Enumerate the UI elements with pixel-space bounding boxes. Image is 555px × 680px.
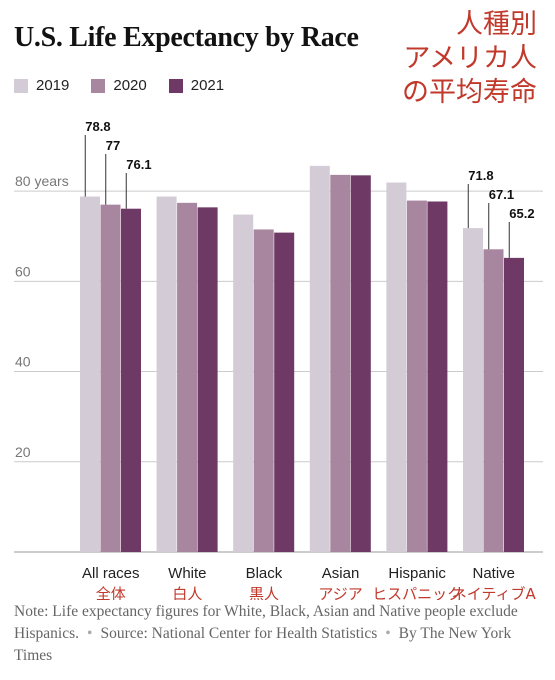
bar-2020 [406,200,427,552]
legend-item-2021: 2021 [168,77,225,94]
legend-swatch-2019 [14,78,28,93]
category-label: Asian [322,565,360,582]
chart-legend: 2019 2020 2021 [14,77,224,94]
legend-label-2020: 2020 [113,77,147,94]
bar-2020 [100,204,121,552]
bar-2021 [274,232,295,552]
bar-2020 [253,229,274,552]
bar-2021 [197,207,218,552]
data-label: 67.1 [489,187,514,202]
bar-2020 [483,249,504,552]
y-tick-label: 20 [15,444,31,460]
bar-2019 [309,165,330,553]
bar-2020 [330,174,351,553]
data-label: 78.8 [85,119,110,134]
japanese-title-line: 人種別 [456,9,537,40]
category-label-japanese: 黒人 [249,585,279,600]
bar-2019 [233,214,254,552]
separator-dot: • [87,625,93,642]
bar-2019 [386,182,407,553]
bar-2021 [504,257,524,552]
legend-item-2020: 2020 [91,77,147,94]
bar-2021 [427,201,448,552]
category-label-japanese: ネイティブA [452,585,537,600]
data-label: 77 [106,138,120,153]
category-label: White [168,565,206,582]
category-label-japanese: 全体 [96,585,126,600]
data-label: 71.8 [468,168,493,183]
separator-dot: • [385,625,391,642]
bar-2019 [156,196,177,552]
note-text: Note: Life expectancy figures for White,… [14,603,518,642]
y-tick-label: 40 [15,354,31,370]
data-label: 65.2 [509,206,534,221]
category-label-japanese: 白人 [172,585,202,600]
category-label: All races [82,565,140,582]
credit-text: By The New York Times [14,625,512,664]
japanese-title-line: の平均寿命 [402,77,537,108]
category-label-japanese: ヒスパニック [372,585,462,600]
y-tick-label: 80 years [15,173,69,189]
legend-item-2019: 2019 [14,77,69,94]
bar-2021 [350,175,371,553]
category-label-japanese: アジア [318,585,362,600]
bar-chart: 20 40 60 80 years All races 全体 White 白人 Black 黒人 A… [14,119,543,600]
category-label: Native [472,565,515,582]
chart-note: Note: Life expectancy figures for White,… [14,601,544,667]
category-label: Black [246,565,283,582]
bar-2019 [463,228,483,552]
japanese-title-annotation: 人種別 アメリカ人 の平均寿命 [347,8,537,110]
legend-label-2019: 2019 [36,77,70,94]
bar-2020 [177,202,198,552]
legend-label-2021: 2021 [190,77,225,94]
japanese-title-line: アメリカ人 [403,43,537,74]
legend-swatch-2020 [91,78,106,93]
source-text: Source: National Center for Health Stati… [100,625,378,642]
chart-title: U.S. Life Expectancy by Race [14,22,359,53]
category-label: Hispanic [388,565,446,582]
data-label: 76.1 [126,157,151,172]
bar-2021 [121,208,141,552]
bar-2019 [80,196,100,552]
legend-swatch-2021 [168,78,183,93]
y-tick-label: 60 [15,263,31,279]
